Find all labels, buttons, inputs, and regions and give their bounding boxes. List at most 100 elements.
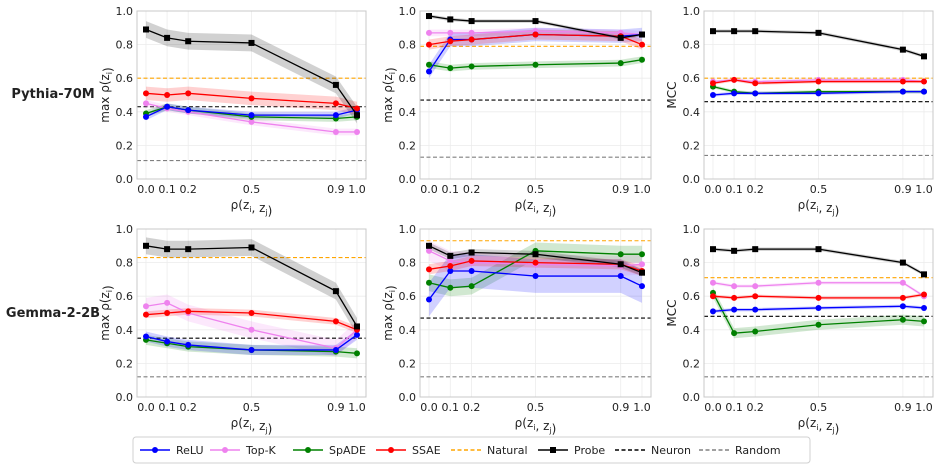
point-relu (731, 90, 738, 97)
point-relu (899, 88, 906, 95)
series-line-spade (428, 59, 643, 69)
point-relu (248, 112, 255, 119)
point-top-k (426, 29, 432, 36)
xtick-label: 0.2 (463, 401, 481, 414)
point-probe (731, 28, 738, 35)
ytick-label: 1.0 (116, 5, 134, 18)
point-top-k (752, 283, 759, 290)
axes-frame (703, 228, 934, 398)
xtick-label: 0.5 (527, 183, 545, 196)
legend-item-random: Random (699, 444, 781, 457)
band-spade (429, 242, 642, 297)
xtick-label: 1.0 (633, 183, 651, 196)
legend-marker (305, 447, 311, 453)
point-relu (332, 346, 339, 353)
point-probe (532, 18, 539, 25)
point-top-k (248, 118, 255, 125)
series-line-top-k (145, 302, 358, 349)
legend-marker (550, 447, 556, 453)
series-line-ssae (145, 310, 358, 331)
panel-5: 0.00.20.40.60.81.00.0 0.1 0.2 0.5 0.9 1.0ρ(zi… (381, 223, 652, 436)
series-line-probe (145, 28, 358, 116)
axes-frame (419, 228, 652, 398)
xtick-label: 0.0 (137, 401, 155, 414)
point-ssae (143, 90, 149, 97)
legend-item-ssae: SSAE (376, 444, 441, 457)
point-probe (731, 247, 738, 254)
xtick-label: 0.0 (420, 183, 438, 196)
point-spade (639, 56, 645, 63)
series-line-relu (712, 90, 924, 96)
ytick-label: 0.4 (683, 324, 701, 337)
point-ssae (752, 80, 759, 87)
point-probe (899, 259, 906, 266)
point-ssae (815, 78, 822, 85)
axes-frame (136, 228, 367, 398)
point-probe (447, 252, 454, 259)
xtick-label: 0.9 (327, 401, 345, 414)
point-ssae (248, 310, 255, 316)
point-relu (639, 283, 645, 290)
ytick-label: 0.0 (399, 173, 417, 186)
ytick-label: 0.6 (683, 72, 701, 85)
xtick-label: 0.5 (243, 401, 261, 414)
point-probe (332, 288, 339, 295)
ytick-label: 0.0 (116, 173, 134, 186)
series-line-relu (428, 270, 643, 300)
point-probe (752, 246, 759, 253)
point-ssae (710, 80, 716, 87)
point-top-k (143, 303, 149, 310)
xtick-label: 0.1 (158, 401, 176, 414)
xtick-label: 0.1 (725, 401, 743, 414)
point-ssae (921, 78, 927, 85)
point-ssae (532, 31, 539, 38)
point-ssae (426, 41, 432, 48)
ytick-label: 0.0 (399, 391, 417, 404)
legend-item-natural: Natural (451, 444, 528, 457)
point-probe (899, 46, 906, 53)
legend-marker (222, 447, 228, 453)
point-ssae (710, 293, 716, 300)
point-spade (426, 61, 432, 68)
series-line-relu (145, 334, 358, 351)
point-spade (447, 65, 454, 72)
xtick-label: 0.5 (243, 183, 261, 196)
point-probe (710, 28, 716, 35)
point-top-k (899, 279, 906, 286)
point-ssae (164, 92, 171, 98)
band-top-k (146, 100, 357, 136)
ytick-label: 0.4 (683, 106, 701, 119)
ytick-label: 0.4 (399, 324, 417, 337)
point-probe (815, 246, 822, 253)
xtick-label: 0.9 (612, 401, 630, 414)
xtick-label: 0.2 (746, 401, 764, 414)
point-probe (164, 34, 171, 41)
xtick-label: 0.9 (612, 183, 630, 196)
point-spade (921, 318, 927, 325)
legend-marker (152, 447, 158, 453)
row-label-gemma: Gemma-2-2B (6, 306, 100, 321)
point-relu (354, 331, 360, 338)
ytick-label: 0.6 (399, 72, 417, 85)
ytick-label: 0.4 (116, 324, 134, 337)
band-spade (713, 287, 924, 339)
xtick-label: 0.1 (442, 401, 460, 414)
band-probe (146, 21, 357, 124)
x-axis-label: ρ(zi, zj) (231, 198, 273, 218)
point-ssae (332, 100, 339, 107)
xtick-label: 0.9 (327, 183, 345, 196)
point-probe (639, 269, 645, 276)
point-relu (426, 296, 432, 303)
point-spade (752, 328, 759, 335)
ytick-label: 0.8 (399, 257, 417, 270)
legend-label: Random (735, 444, 781, 457)
point-probe (332, 81, 339, 88)
point-probe (468, 249, 475, 256)
band-relu (429, 254, 642, 317)
point-spade (815, 321, 822, 328)
point-relu (815, 90, 822, 97)
ytick-label: 0.6 (399, 290, 417, 303)
legend: ReLU Top-K SpADE SSAE Natural Probe Neuron Rand… (132, 436, 811, 464)
point-ssae (731, 294, 738, 301)
point-top-k (731, 283, 738, 290)
